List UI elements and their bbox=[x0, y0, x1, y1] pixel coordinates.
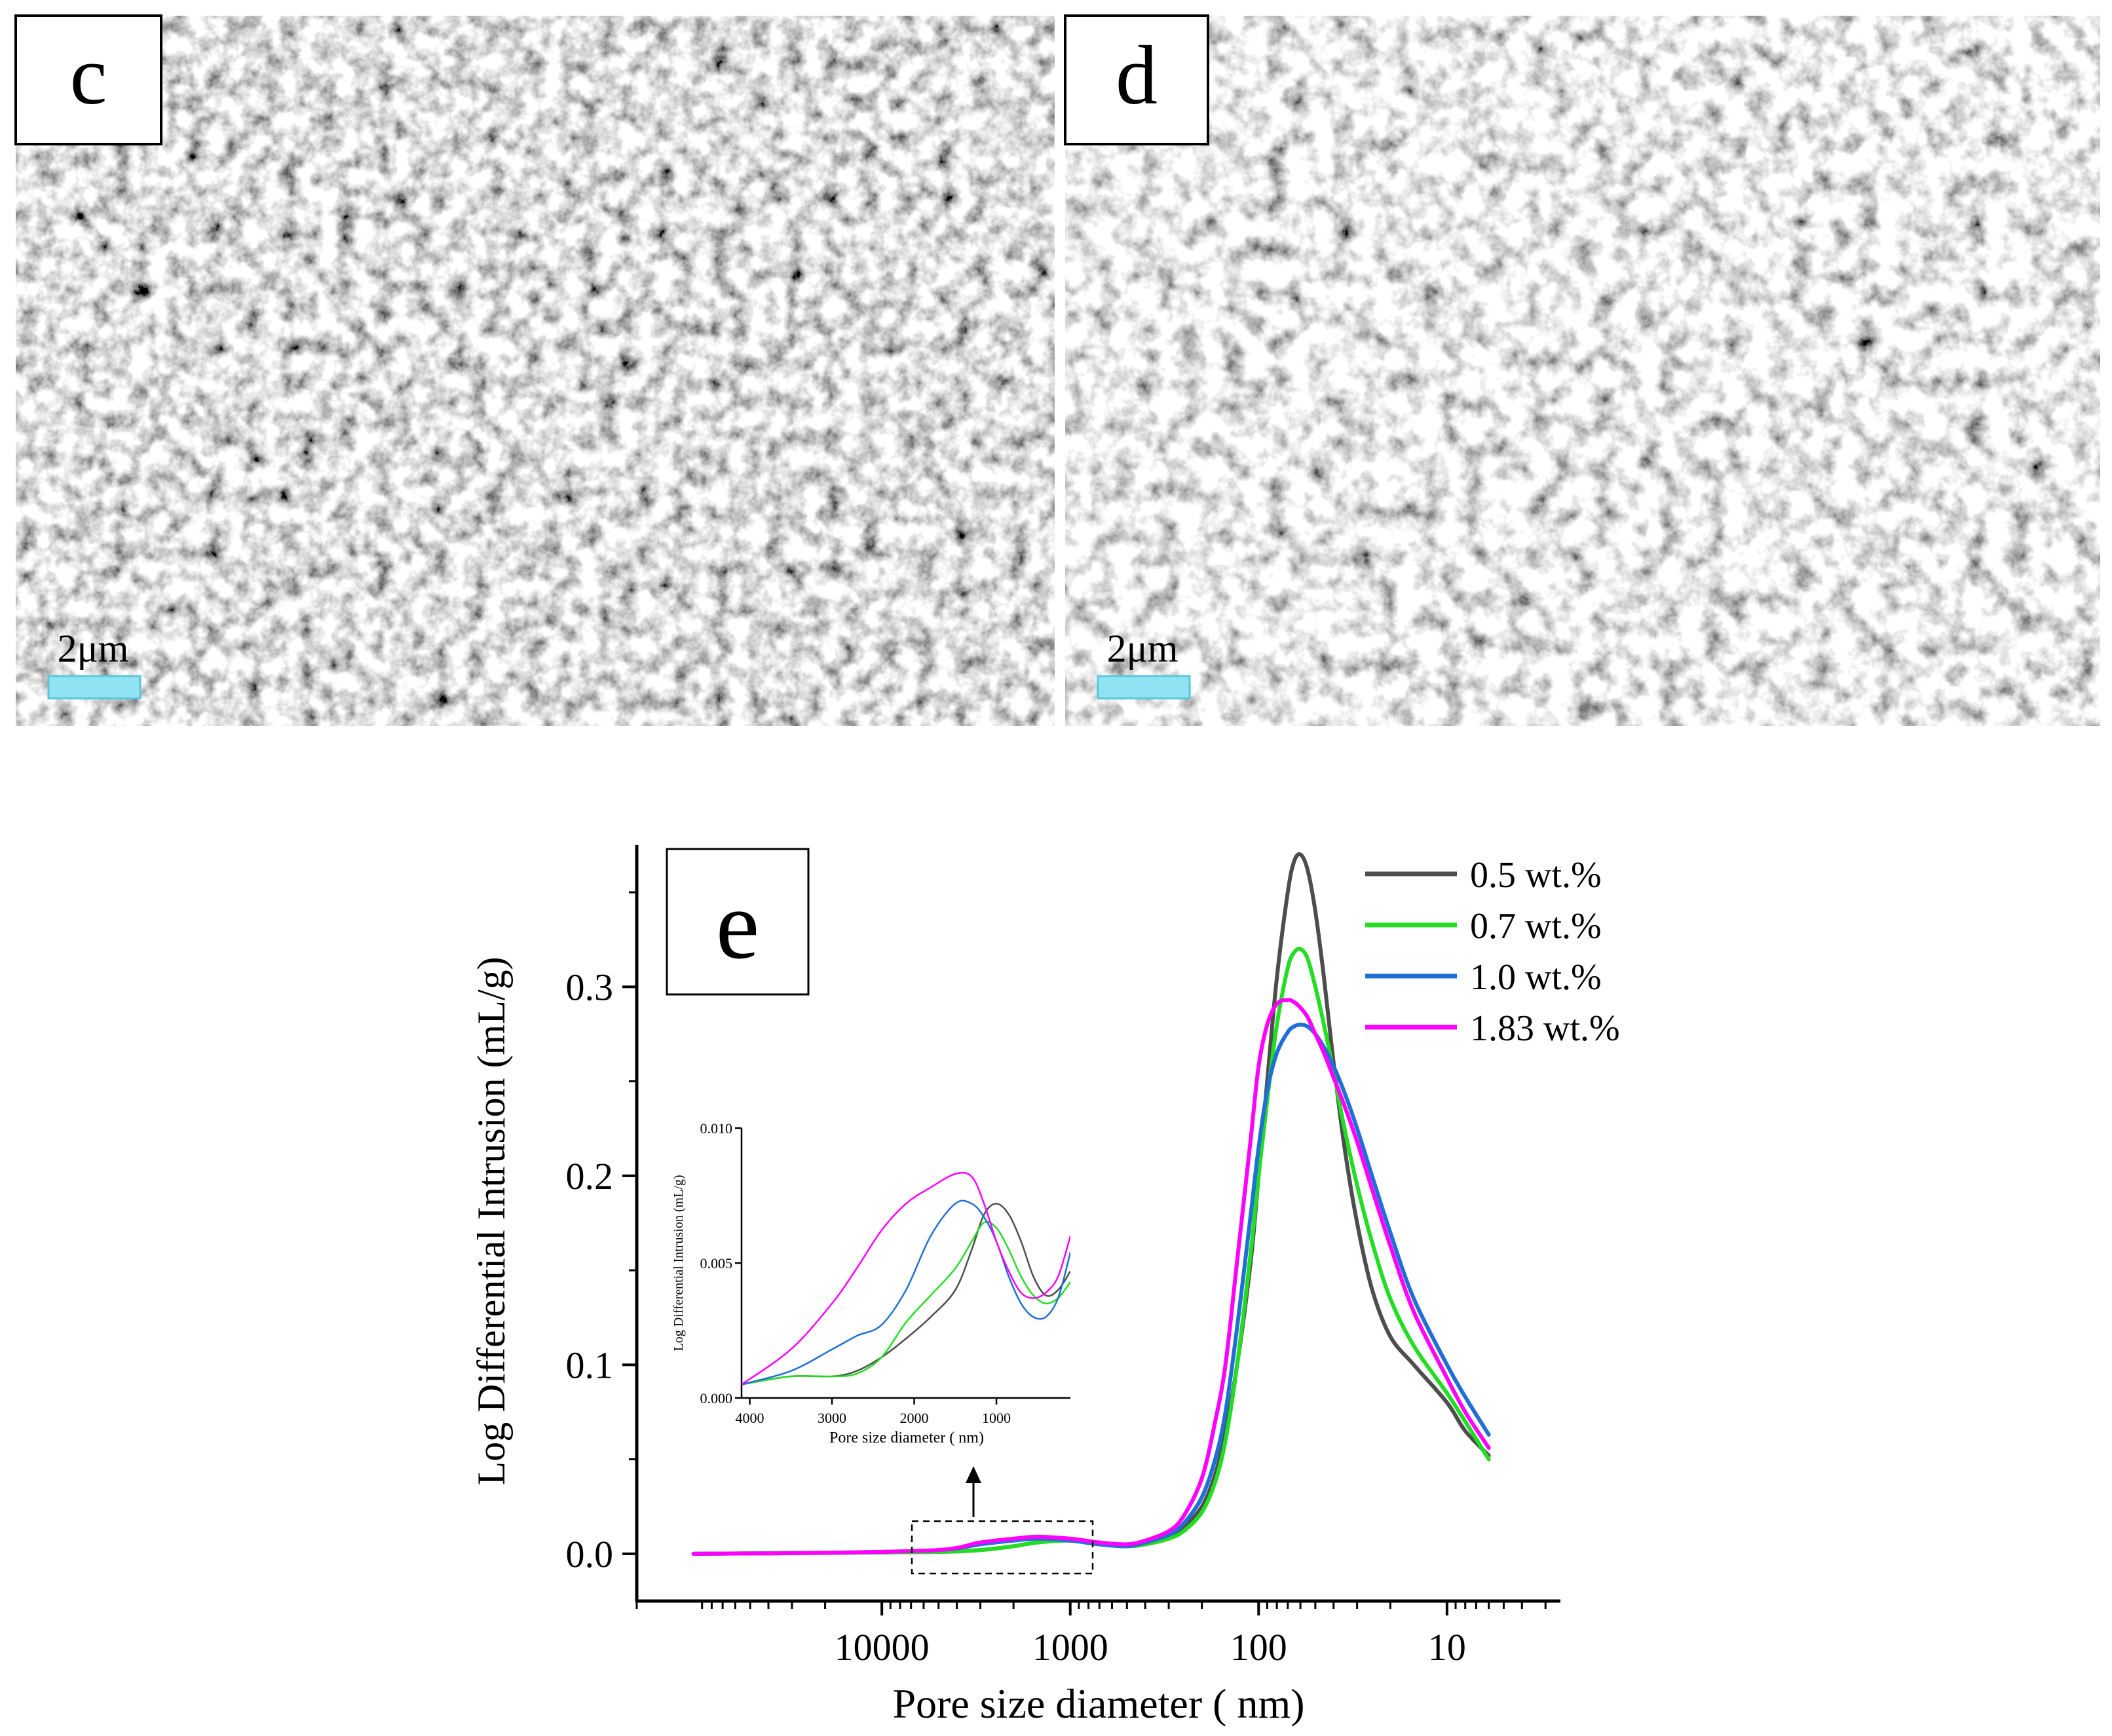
inset-y-tick-label: 0.000 bbox=[700, 1390, 733, 1406]
scale-bar-label-c: 2μm bbox=[58, 627, 129, 670]
legend-label: 1.0 wt.% bbox=[1470, 957, 1602, 998]
series-line-0-7-wt bbox=[691, 947, 1491, 1556]
legend-label: 0.5 wt.% bbox=[1470, 855, 1602, 896]
series-line-1-83-wt bbox=[691, 998, 1491, 1556]
inset-x-tick-label: 3000 bbox=[818, 1410, 846, 1426]
inset-series-layer bbox=[742, 1171, 1070, 1386]
scale-bar-c bbox=[47, 675, 141, 700]
inset-x-tick-label: 1000 bbox=[982, 1410, 1011, 1426]
inset-ticks: 4000 3000 2000 1000 0.000 0.005 0.010 bbox=[700, 1120, 1011, 1426]
inset-series-line-1-0-wt bbox=[742, 1199, 1070, 1386]
panel-label-c: c bbox=[70, 29, 107, 122]
sem-image-c bbox=[16, 16, 1055, 726]
series-line-1-0-wt bbox=[691, 1023, 1491, 1556]
inset-x-tick-label: 2000 bbox=[900, 1410, 929, 1426]
main-y-tick-label: 0.2 bbox=[566, 1155, 614, 1198]
scale-bar-label-d: 2μm bbox=[1107, 627, 1179, 670]
panel-d: d 2μm bbox=[1064, 14, 2100, 726]
panel-c: c 2μm bbox=[14, 14, 1055, 726]
inset-series-line-0-5-wt bbox=[742, 1203, 1070, 1386]
series-line-0-5-wt bbox=[691, 852, 1491, 1556]
main-x-tick-label: 1000 bbox=[1032, 1626, 1108, 1669]
panel-label-box-d bbox=[1064, 14, 1209, 145]
panel-label-box-c bbox=[14, 14, 162, 145]
sem-image-d bbox=[1065, 16, 2100, 726]
main-y-tick-label: 0.3 bbox=[566, 966, 614, 1008]
inset-region-marker bbox=[911, 1520, 1094, 1575]
panel-label-box-e bbox=[666, 848, 810, 996]
inset-chart: 4000 3000 2000 1000 0.000 0.005 0.010 Pore siz… bbox=[671, 1120, 1070, 1446]
inset-x-tick-label: 4000 bbox=[736, 1410, 764, 1426]
main-x-tick-label: 100 bbox=[1230, 1626, 1287, 1669]
main-ticks: 10000 1000 100 10 0.0 0.1 0.2 0.3 bbox=[566, 891, 1547, 1669]
main-y-tick-label: 0.0 bbox=[566, 1533, 614, 1576]
main-x-axis-label: Pore size diameter ( nm) bbox=[892, 1680, 1304, 1727]
inset-arrow-head bbox=[966, 1466, 981, 1483]
main-series-layer bbox=[691, 852, 1491, 1556]
panel-label-e: e bbox=[716, 871, 760, 979]
scale-bar-d bbox=[1097, 675, 1191, 700]
main-y-axis-label: Log Differential Intrusion (mL/g) bbox=[470, 956, 513, 1485]
main-x-tick-label: 10000 bbox=[835, 1626, 930, 1669]
inset-x-axis-label: Pore size diameter ( nm) bbox=[829, 1429, 984, 1446]
panel-label-d: d bbox=[1116, 29, 1158, 122]
inset-y-tick-label: 0.010 bbox=[700, 1120, 733, 1137]
legend-label: 1.83 wt.% bbox=[1470, 1008, 1620, 1049]
legend: 0.5 wt.% 0.7 wt.% 1.0 wt.% 1.83 wt.% bbox=[1365, 855, 1620, 1049]
main-y-tick-label: 0.1 bbox=[566, 1344, 614, 1386]
main-x-tick-label: 10 bbox=[1428, 1626, 1466, 1669]
inset-y-axis-label: Log Differential Intrusion (mL/g) bbox=[671, 1175, 686, 1351]
inset-series-line-1-83-wt bbox=[742, 1171, 1070, 1386]
inset-y-tick-label: 0.005 bbox=[700, 1255, 733, 1272]
panel-e: e 10000 1000 100 10 0.0 0.1 0.2 0.3 Pore size d… bbox=[470, 845, 1620, 1727]
legend-label: 0.7 wt.% bbox=[1470, 906, 1602, 947]
